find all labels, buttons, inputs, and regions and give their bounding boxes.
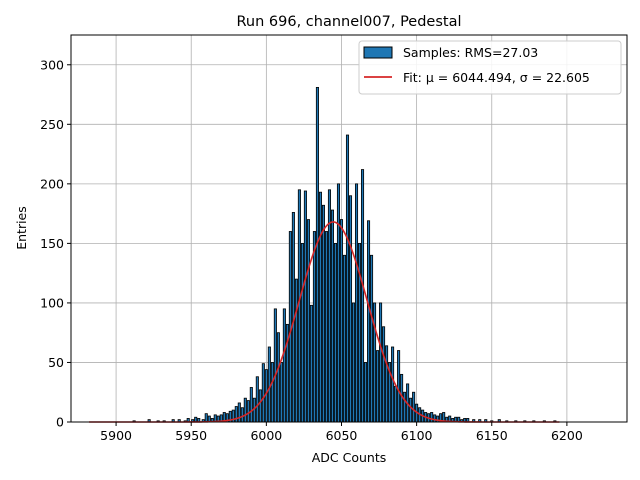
histogram-bar: [297, 189, 301, 423]
histogram-bar: [270, 362, 274, 423]
histogram-bar: [300, 242, 304, 423]
histogram-bar: [249, 387, 253, 423]
histogram-bar: [354, 183, 359, 423]
x-tick-label: 6200: [551, 428, 583, 443]
histogram-bar: [237, 402, 241, 423]
histogram-bar: [409, 397, 413, 423]
histogram-bar: [315, 86, 319, 423]
x-tick-label: 6150: [476, 428, 508, 443]
legend-samples-patch: [363, 46, 393, 59]
y-tick-label: 50: [48, 355, 64, 370]
histogram-bar: [336, 183, 341, 423]
histogram-bar: [345, 134, 350, 423]
y-tick-label: 200: [40, 176, 64, 191]
legend-fit-label: Fit: μ = 6044.494, σ = 22.605: [403, 70, 590, 85]
y-tick-label: 150: [40, 236, 64, 251]
y-axis-label: Entries: [14, 206, 29, 250]
histogram-bar: [394, 385, 398, 423]
histogram-bar: [243, 397, 247, 423]
histogram-bar: [364, 362, 368, 423]
y-tick-label: 250: [40, 117, 64, 132]
histogram-bar: [373, 302, 377, 423]
histogram-bar: [321, 204, 325, 423]
histogram-bar: [306, 219, 310, 423]
x-tick-label: 5950: [175, 428, 207, 443]
histogram-bar: [312, 231, 316, 423]
histogram-bar: [360, 169, 365, 423]
histogram-bar: [294, 278, 298, 423]
histogram-bar: [246, 400, 250, 423]
histogram-bar: [273, 308, 277, 423]
chart-title: Run 696, channel007, Pedestal: [236, 14, 461, 30]
histogram-bar: [279, 362, 283, 423]
histogram-bar: [342, 254, 347, 423]
histogram-bar: [276, 332, 280, 423]
histogram-bar: [379, 302, 383, 423]
histogram-bar: [430, 412, 434, 423]
x-axis-label: ADC Counts: [312, 450, 387, 465]
x-tick-label: 5900: [100, 428, 132, 443]
histogram-bar: [385, 345, 389, 423]
y-tick-label: 300: [40, 57, 64, 72]
legend-samples-label: Samples: RMS=27.03: [403, 45, 538, 60]
legend-box: [358, 40, 622, 95]
histogram-bar: [261, 363, 265, 423]
plot-frame: [70, 34, 628, 423]
histogram-bar: [318, 191, 322, 423]
histogram-bar: [433, 414, 437, 423]
histogram-bar: [234, 406, 238, 423]
histogram-bar: [282, 308, 286, 423]
histogram-bar: [351, 302, 356, 423]
histogram-bar: [330, 209, 334, 423]
histogram-bar: [324, 231, 328, 423]
x-tick-label: 6000: [250, 428, 282, 443]
histogram-bar: [382, 326, 386, 423]
histogram-bar: [376, 350, 380, 423]
histogram-bar: [339, 219, 344, 423]
x-tick-label: 6050: [326, 428, 358, 443]
histogram-bar: [258, 389, 262, 423]
histogram-bar: [309, 304, 313, 423]
histogram-bar: [370, 254, 374, 423]
histogram-bar: [367, 220, 371, 423]
x-tick-label: 6100: [401, 428, 433, 443]
histogram-bar: [348, 195, 353, 423]
histogram-bar: [391, 346, 395, 423]
histogram-bar: [412, 391, 416, 423]
y-tick-label: 0: [56, 415, 64, 430]
histogram-bar: [240, 407, 244, 423]
histogram-bar: [204, 413, 208, 423]
histogram-bar: [267, 346, 271, 423]
y-tick-label: 100: [40, 295, 64, 310]
histogram-bars: [132, 86, 557, 423]
histogram-bar: [333, 242, 338, 423]
legend: Samples: RMS=27.03 Fit: μ = 6044.494, σ …: [358, 40, 622, 95]
y-axis-ticks: 0 50 100 150 200 250 300: [40, 57, 71, 430]
histogram-bar: [303, 190, 307, 423]
x-axis-ticks: 5900 5950 6000 6050 6100 6150 6200: [100, 422, 583, 443]
histogram-bar: [255, 376, 259, 423]
histogram-bar: [403, 391, 407, 423]
histogram-bar: [397, 350, 401, 423]
